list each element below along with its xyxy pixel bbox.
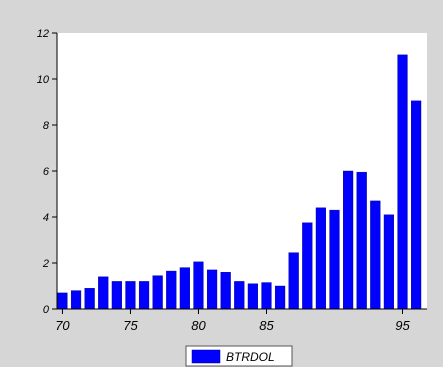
bar-1983 (234, 281, 245, 310)
bar-1981 (206, 269, 218, 310)
bar-1978 (166, 270, 177, 310)
bar-1995 (397, 54, 408, 310)
bar-1991 (343, 170, 354, 310)
bar-1992 (356, 171, 367, 310)
x-tick-label-70: 70 (55, 318, 70, 333)
bar-1970 (57, 292, 68, 310)
bar-1985 (261, 282, 272, 310)
bar-1982 (220, 272, 231, 310)
x-axis: 70 75 80 85 95 (55, 309, 411, 333)
legend-swatch (191, 349, 221, 364)
bar-1979 (179, 267, 190, 310)
bar-1988 (302, 222, 313, 310)
bar-1975 (125, 281, 136, 310)
y-tick-label-6: 6 (43, 166, 50, 178)
bar-1984 (247, 283, 258, 310)
y-tick-label-12: 12 (37, 28, 49, 40)
y-tick-label-0: 0 (43, 304, 50, 316)
legend: BTRDOL (185, 345, 293, 367)
bar-1973 (98, 276, 109, 310)
y-tick-label-8: 8 (43, 120, 50, 132)
x-tick-label-80: 80 (191, 318, 206, 333)
bar-1977 (152, 275, 163, 310)
bar-1980 (193, 261, 204, 310)
bar-1974 (111, 281, 122, 310)
x-tick-label-95: 95 (395, 318, 410, 333)
x-tick-label-75: 75 (123, 318, 138, 333)
bar-1994 (383, 214, 395, 310)
y-tick-label-2: 2 (42, 258, 49, 270)
bar-1976 (138, 281, 150, 310)
bar-1971 (70, 290, 82, 310)
bar-1993 (370, 200, 381, 310)
bar-1986 (274, 285, 286, 310)
bar-1990 (329, 209, 340, 310)
bar-1972 (84, 288, 95, 310)
bars-group (57, 54, 422, 310)
x-tick-label-85: 85 (259, 318, 274, 333)
y-tick-label-10: 10 (37, 74, 50, 86)
bar-1996 (411, 100, 422, 310)
legend-label: BTRDOL (226, 350, 275, 364)
y-axis: 0 2 4 6 8 10 12 (37, 28, 57, 316)
y-tick-label-4: 4 (43, 212, 49, 224)
bar-1987 (288, 252, 299, 310)
bar-1989 (315, 207, 326, 310)
